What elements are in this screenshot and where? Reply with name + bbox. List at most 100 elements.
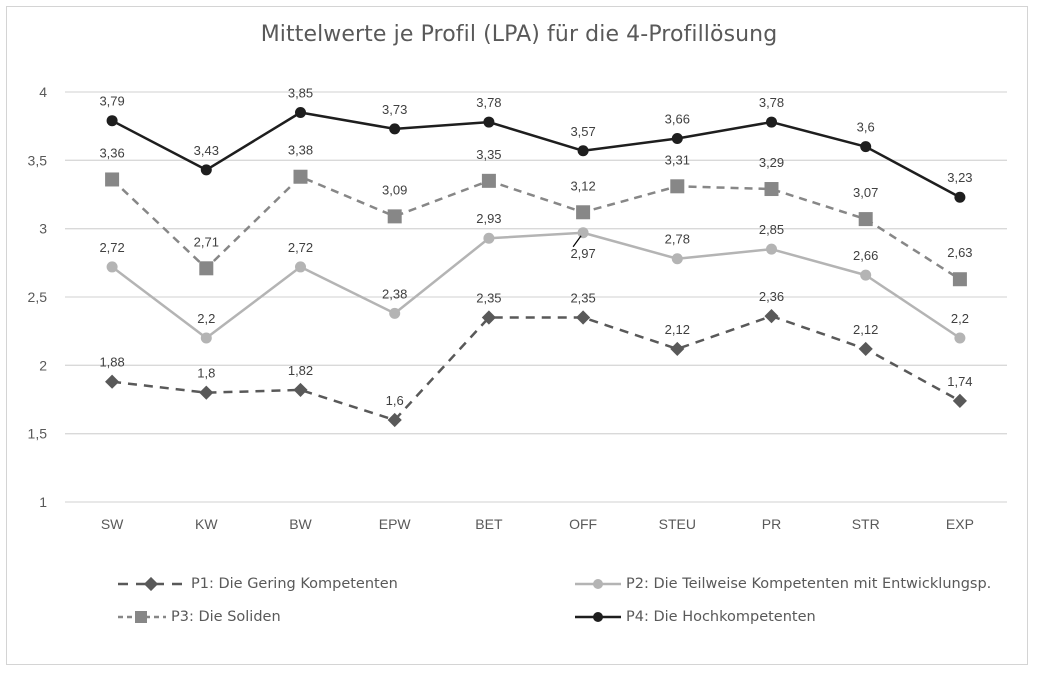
- x-tick-label: OFF: [569, 516, 597, 532]
- data-label: 2,97: [570, 246, 595, 261]
- data-labels: 1,88 1,8 1,82 1,6 2,35 2,35 2,12 2,36 2,12 1,74 2,…: [99, 86, 972, 409]
- data-point: [954, 332, 966, 344]
- data-point: [858, 212, 873, 227]
- data-label: 3,85: [288, 86, 313, 101]
- data-point: [577, 145, 589, 157]
- data-label: 2,85: [759, 222, 784, 237]
- data-point: [387, 412, 402, 428]
- data-point: [105, 374, 120, 389]
- x-tick-label: STR: [852, 516, 880, 532]
- x-axis-tick-labels: SW KW BW EPW BET OFF STEU PR STR EXP: [101, 516, 974, 532]
- data-label: 2,2: [197, 311, 215, 326]
- legend-item-p3: P3: Die Soliden: [116, 607, 281, 627]
- data-point: [199, 261, 214, 276]
- series-4: [106, 107, 966, 203]
- data-point: [200, 164, 212, 176]
- data-label: 1,88: [99, 355, 124, 370]
- x-tick-label: SW: [101, 516, 124, 532]
- x-tick-label: BET: [475, 516, 503, 532]
- data-label: 1,8: [197, 366, 215, 381]
- data-point: [481, 310, 496, 325]
- data-label: 2,72: [99, 240, 124, 255]
- data-point: [200, 332, 212, 344]
- series-line: [111, 231, 961, 340]
- data-label: 2,12: [665, 322, 690, 337]
- data-label: 2,71: [194, 234, 219, 249]
- y-tick-label: 1,5: [28, 426, 48, 442]
- data-point: [671, 253, 683, 265]
- chart-title: Mittelwerte je Profil (LPA) für die 4-Pr…: [260, 22, 778, 47]
- data-label: 3,6: [857, 120, 875, 135]
- legend-marker-circle-light: [575, 579, 621, 589]
- data-point: [952, 272, 967, 287]
- data-label: 3,23: [947, 170, 972, 185]
- x-tick-label: PR: [762, 516, 781, 532]
- legend-label-p2: P2: Die Teilweise Kompetenten mit Entwic…: [626, 576, 992, 592]
- series-line: [111, 175, 961, 281]
- data-label: 3,29: [759, 155, 784, 170]
- series-line: [111, 111, 961, 199]
- data-label: 3,36: [99, 145, 124, 160]
- data-label: 2,72: [288, 240, 313, 255]
- data-label: 2,63: [947, 245, 972, 260]
- data-point: [952, 393, 967, 408]
- y-tick-label: 4: [39, 84, 47, 100]
- legend-marker-circle-dark: [575, 612, 621, 622]
- data-label: 3,73: [382, 102, 407, 117]
- data-point: [106, 115, 118, 127]
- series-3: [105, 169, 967, 287]
- data-label: 3,79: [99, 94, 124, 109]
- y-tick-label: 3,5: [28, 152, 48, 168]
- data-label: 2,78: [665, 232, 690, 247]
- data-label: 2,38: [382, 286, 407, 301]
- legend-item-p4: P4: Die Hochkompetenten: [573, 607, 816, 627]
- data-point: [387, 209, 402, 224]
- data-point: [199, 385, 214, 400]
- chart-frame: [6, 6, 1028, 665]
- data-label: 2,66: [853, 248, 878, 263]
- y-tick-label: 1: [39, 494, 47, 510]
- y-tick-label: 2,5: [28, 289, 48, 305]
- data-label: 3,12: [570, 178, 595, 193]
- data-point: [483, 232, 495, 244]
- data-point: [576, 205, 591, 220]
- data-label: 3,57: [570, 124, 595, 139]
- data-point: [295, 107, 306, 118]
- data-label: 3,09: [382, 182, 407, 197]
- data-point: [764, 182, 779, 197]
- data-label: 3,07: [853, 185, 878, 200]
- legend-label-p4: P4: Die Hochkompetenten: [626, 609, 816, 625]
- data-label: 3,78: [476, 95, 501, 110]
- data-point: [293, 169, 308, 184]
- legend-item-p1: P1: Die Gering Kompetenten: [116, 574, 398, 594]
- x-tick-label: BW: [289, 516, 312, 532]
- x-tick-label: KW: [195, 516, 218, 532]
- data-point: [483, 116, 495, 128]
- y-tick-label: 3: [39, 221, 47, 237]
- data-point: [389, 123, 401, 135]
- data-point: [389, 307, 401, 319]
- data-label: 1,82: [288, 363, 313, 378]
- data-point: [481, 173, 496, 188]
- data-point: [295, 261, 306, 273]
- data-point: [766, 116, 777, 128]
- legend-marker-diamond-dashed: [118, 577, 186, 591]
- data-label: 2,12: [853, 322, 878, 337]
- data-point: [860, 269, 872, 281]
- data-point: [766, 243, 777, 255]
- legend-label-p3: P3: Die Soliden: [171, 609, 281, 625]
- legend-marker-square-dashed: [118, 611, 166, 623]
- data-point: [106, 261, 118, 273]
- series-2: [106, 227, 966, 344]
- data-label: 3,35: [476, 147, 501, 162]
- data-point: [293, 382, 308, 398]
- data-label: 2,2: [951, 311, 969, 326]
- data-point: [670, 341, 685, 357]
- data-label: 3,66: [665, 111, 690, 126]
- data-label: 3,78: [759, 95, 784, 110]
- data-point: [671, 132, 683, 144]
- x-tick-label: STEU: [659, 516, 696, 532]
- data-label: 2,35: [476, 291, 501, 306]
- data-point: [576, 310, 591, 325]
